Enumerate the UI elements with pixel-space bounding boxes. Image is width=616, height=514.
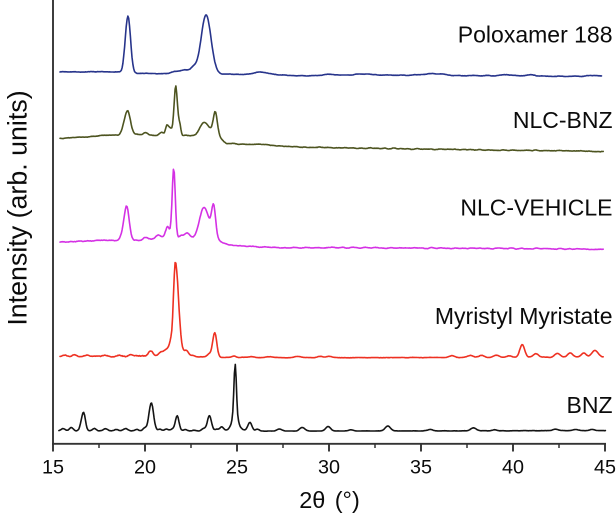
svg-text:NLC-BNZ: NLC-BNZ [513, 107, 613, 133]
svg-text:30: 30 [318, 457, 340, 479]
svg-text:40: 40 [502, 457, 524, 479]
svg-text:20: 20 [134, 457, 156, 479]
svg-text:NLC-VEHICLE: NLC-VEHICLE [460, 195, 612, 221]
svg-text:15: 15 [42, 457, 64, 479]
svg-text:Intensity (arb. units): Intensity (arb. units) [3, 90, 33, 325]
svg-text:Myristyl Myristate: Myristyl Myristate [435, 303, 613, 329]
svg-text:Poloxamer 188: Poloxamer 188 [458, 22, 613, 48]
svg-text:25: 25 [226, 457, 248, 479]
svg-text:2θ (°): 2θ (°) [299, 487, 360, 513]
svg-text:BNZ: BNZ [567, 392, 613, 418]
svg-text:35: 35 [410, 457, 432, 479]
svg-text:45: 45 [594, 457, 616, 479]
